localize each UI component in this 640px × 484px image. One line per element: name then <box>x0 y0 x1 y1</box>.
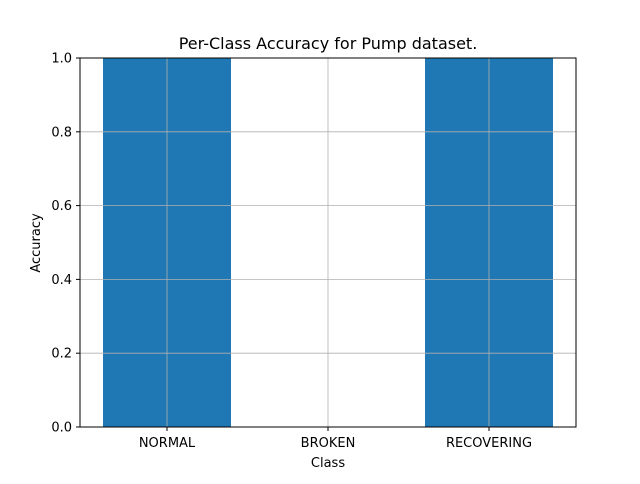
y-tick-label: 0.4 <box>51 273 72 288</box>
x-axis-label: Class <box>311 456 345 471</box>
y-tick-label: 0.8 <box>51 125 72 140</box>
y-axis-label: Accuracy <box>29 213 44 273</box>
y-tick-label: 0.2 <box>51 347 72 362</box>
plot-area: 0.0 0.2 0.4 0.6 0.8 1.0 NORMAL BROKEN RECOVERING <box>51 52 577 451</box>
y-tick-label: 0.6 <box>51 199 72 214</box>
y-tick-label: 0.0 <box>51 421 72 436</box>
y-tick-label: 1.0 <box>51 52 72 67</box>
x-tick-label: BROKEN <box>301 436 356 451</box>
x-tick-label: RECOVERING <box>446 436 532 451</box>
chart-title: Per-Class Accuracy for Pump dataset. <box>179 34 478 53</box>
x-tick-label: NORMAL <box>139 436 196 451</box>
